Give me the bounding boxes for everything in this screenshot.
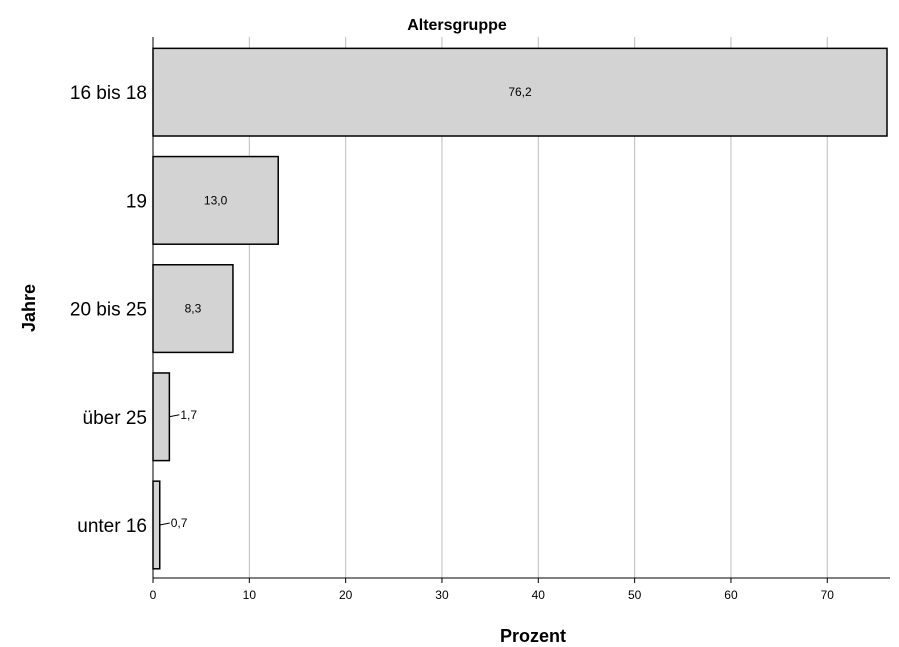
data-label-leader [159, 522, 170, 526]
data-label: 13,0 [204, 193, 228, 207]
x-tick-label: 50 [628, 588, 642, 602]
bars: 76,2 13,0 8,3 1,7 0,7 [152, 47, 888, 570]
chart-title: Altersgruppe [407, 17, 507, 34]
category-label: 20 bis 25 [70, 300, 147, 321]
data-label: 8,3 [185, 302, 202, 316]
data-label: 1,7 [180, 408, 197, 422]
x-tick-label: 10 [243, 588, 257, 602]
x-tick-label: 40 [532, 588, 546, 602]
category-labels: 16 bis 18 19 20 bis 25 über 25 unter 16 [70, 83, 147, 537]
x-axis-ticks: 0 10 20 30 40 50 60 70 [150, 578, 835, 602]
x-tick-label: 0 [150, 588, 157, 602]
bar [152, 155, 279, 245]
x-tick-label: 20 [339, 588, 353, 602]
data-label-leader [169, 414, 180, 418]
x-tick-label: 70 [821, 588, 835, 602]
category-label: 19 [126, 191, 147, 212]
x-tick-label: 60 [724, 588, 738, 602]
bar [152, 264, 234, 354]
category-label: unter 16 [77, 516, 147, 537]
data-label: 76,2 [508, 85, 532, 99]
x-axis-title: Prozent [500, 626, 566, 646]
y-axis-title: Jahre [19, 284, 39, 332]
category-label: 16 bis 18 [70, 83, 147, 104]
category-label: über 25 [83, 408, 147, 429]
data-label: 0,7 [171, 516, 188, 530]
bar [152, 372, 171, 462]
bar [152, 480, 161, 570]
x-tick-label: 30 [435, 588, 449, 602]
